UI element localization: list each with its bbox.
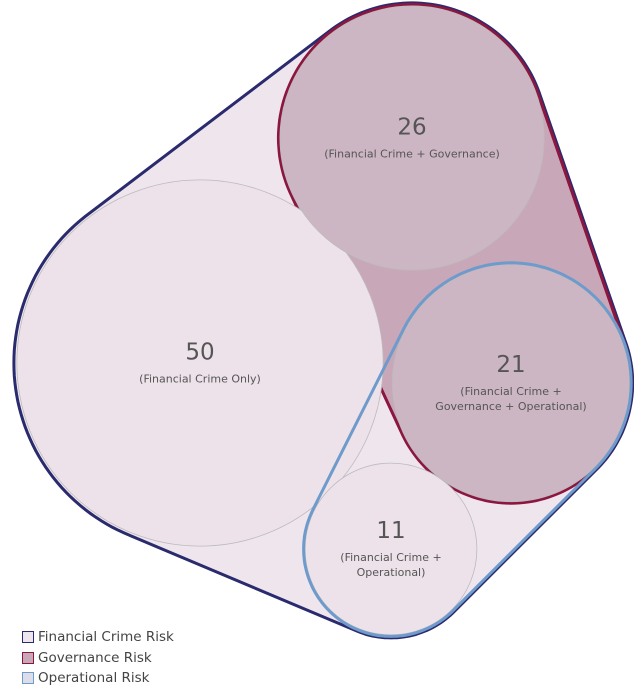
set-outline [302, 261, 633, 638]
region-value: 11 [376, 518, 406, 544]
region-bubble [391, 263, 631, 503]
legend-swatch [22, 631, 34, 643]
legend-swatch [22, 651, 34, 664]
region-text: (Financial Crime + Governance) [324, 147, 500, 161]
legend-swatch [22, 672, 34, 684]
region-text: (Financial Crime + Operational) [340, 551, 442, 579]
region-label: 21 (Financial Crime + Governance + Operat… [426, 352, 596, 414]
region-value: 26 [397, 114, 427, 141]
legend-item: Financial Crime Risk [22, 629, 174, 645]
legend-label: Governance Risk [38, 649, 152, 666]
region-bubble [279, 5, 545, 271]
region-value: 50 [185, 339, 215, 366]
region-label: 11 (Financial Crime + Operational) [331, 518, 451, 580]
region-label: 50 (Financial Crime Only) [100, 340, 300, 387]
region-text: (Financial Crime + Governance + Operatio… [435, 385, 587, 413]
legend-item: Governance Risk [22, 650, 152, 666]
region-value: 21 [496, 352, 526, 378]
legend-item: Operational Risk [22, 670, 149, 686]
region-bubble [16, 179, 384, 547]
region-label: 26 (Financial Crime + Governance) [307, 115, 517, 162]
legend-label: Financial Crime Risk [38, 629, 174, 645]
legend-label: Operational Risk [38, 670, 150, 686]
region-text: (Financial Crime Only) [139, 372, 261, 386]
